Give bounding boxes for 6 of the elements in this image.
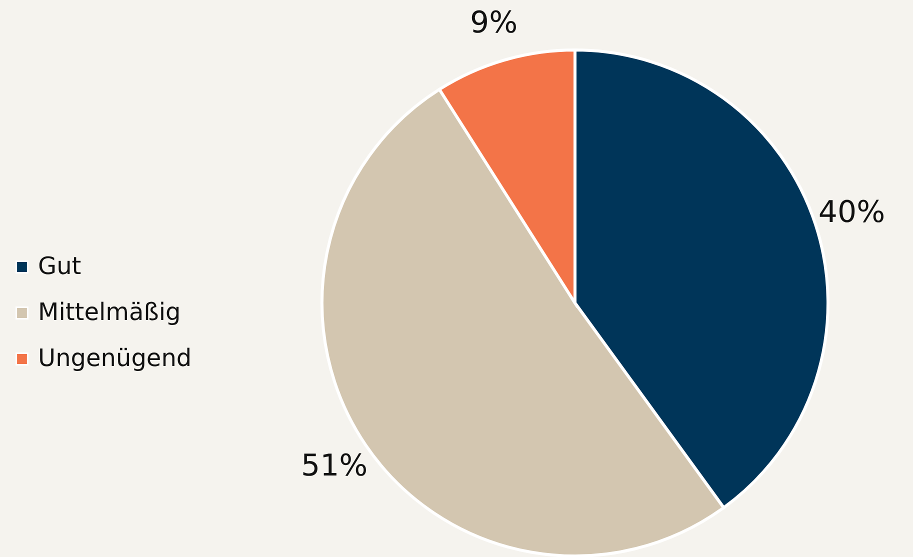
legend-label: Mittelmäßig bbox=[38, 298, 181, 326]
data-label: 40% bbox=[818, 195, 886, 230]
legend-label: Gut bbox=[38, 252, 82, 280]
legend-label: Ungenügend bbox=[38, 344, 192, 372]
data-label: 51% bbox=[300, 448, 368, 484]
data-label: 9% bbox=[470, 6, 518, 41]
